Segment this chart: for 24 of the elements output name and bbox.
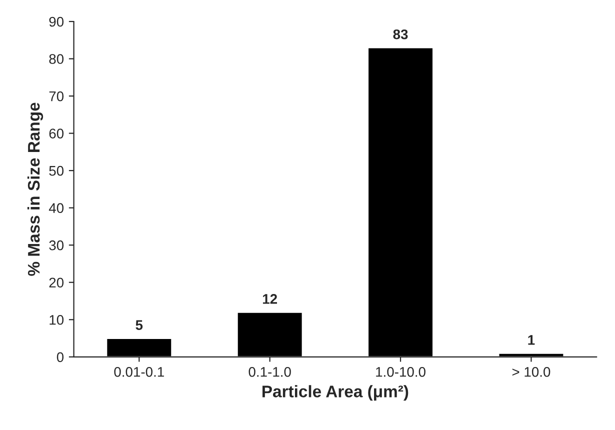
data-label: 1 bbox=[528, 335, 535, 345]
x-tick-label: 1.0-10.0 bbox=[376, 366, 426, 377]
bar bbox=[367, 46, 434, 357]
y-tick-label: 10 bbox=[50, 314, 64, 325]
y-tick-label: 80 bbox=[49, 54, 64, 64]
y-tick-label: 0 bbox=[56, 352, 64, 362]
y-tick-label: 20 bbox=[49, 278, 64, 288]
bar bbox=[106, 338, 173, 357]
y-tick-label: 30 bbox=[49, 240, 64, 250]
y-tick-label: 40 bbox=[48, 203, 64, 214]
data-label: 83 bbox=[393, 29, 408, 40]
y-axis-title: % Mass in Size Range bbox=[27, 102, 44, 276]
bar bbox=[498, 352, 565, 357]
x-tick-label: 0.01-0.1 bbox=[114, 366, 164, 377]
x-tick-label: 0.1-1.0 bbox=[248, 366, 291, 377]
y-tick-label: 50 bbox=[49, 166, 64, 176]
y-tick-label: 70 bbox=[49, 91, 64, 102]
x-axis-title: Particle Area (μm²) bbox=[262, 385, 408, 401]
x-tick-label: > 10.0 bbox=[512, 366, 550, 377]
data-label: 12 bbox=[262, 294, 277, 304]
y-tick-label: 90 bbox=[49, 16, 64, 27]
data-label: 5 bbox=[136, 320, 143, 330]
y-tick-label: 60 bbox=[49, 128, 64, 138]
bar bbox=[236, 311, 304, 357]
